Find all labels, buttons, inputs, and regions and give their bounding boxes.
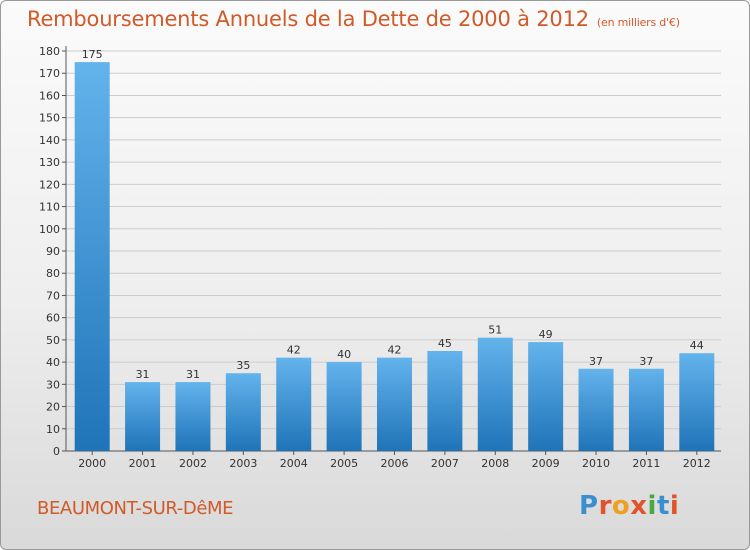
y-tick-label: 170 — [39, 67, 60, 80]
logo-letter: i — [669, 491, 680, 521]
bar-2009 — [528, 342, 564, 451]
logo-letter: i — [647, 491, 657, 521]
y-tick-label: 80 — [46, 267, 60, 280]
y-tick-label: 70 — [46, 289, 60, 302]
chart-title: Remboursements Annuels de la Dette de 20… — [27, 7, 680, 31]
bar-2001 — [125, 382, 161, 451]
y-tick-label: 30 — [46, 378, 60, 391]
y-tick-label: 0 — [53, 445, 60, 458]
x-tick-label: 2006 — [381, 457, 409, 470]
x-tick-label: 2009 — [532, 457, 560, 470]
y-tick-label: 150 — [39, 112, 60, 125]
data-label-2005: 40 — [337, 348, 351, 361]
y-tick-label: 160 — [39, 89, 60, 102]
logo-letter: o — [611, 491, 631, 521]
x-tick-label: 2007 — [431, 457, 459, 470]
data-label-2012: 44 — [690, 339, 704, 352]
bar-2005 — [326, 362, 362, 451]
bar-2008 — [477, 337, 513, 451]
logo-letter: r — [598, 491, 612, 521]
y-tick-label: 90 — [46, 245, 60, 258]
data-label-2011: 37 — [639, 355, 653, 368]
x-tick-label: 2011 — [632, 457, 660, 470]
data-label-2006: 42 — [388, 344, 402, 357]
bars — [74, 62, 715, 451]
town-name: BEAUMONT-SUR-DêME — [37, 498, 234, 519]
y-tick-label: 20 — [46, 401, 60, 414]
y-tick-label: 60 — [46, 312, 60, 325]
data-label-2000: 175 — [82, 48, 103, 61]
data-label-2009: 49 — [539, 328, 553, 341]
bar-2004 — [276, 357, 312, 451]
bar-2010 — [578, 368, 614, 451]
bar-2012 — [679, 353, 715, 451]
x-tick-label: 2001 — [129, 457, 157, 470]
x-tick-label: 2008 — [481, 457, 509, 470]
y-tick-label: 110 — [39, 201, 60, 214]
data-labels: 175 31 31 35 42 40 42 45 51 49 37 37 44 — [82, 48, 704, 381]
x-tick-label: 2005 — [330, 457, 358, 470]
axes: 0 10 20 30 40 50 60 70 80 90 100 110 120 130 140 150 160… — [39, 45, 721, 470]
y-tick-label: 100 — [39, 223, 60, 236]
y-tick-label: 50 — [46, 334, 60, 347]
proxiti-logo: Proxiti — [579, 491, 679, 521]
bar-2000 — [74, 62, 110, 451]
bar-2007 — [427, 351, 463, 451]
title-text: Remboursements Annuels de la Dette de 20… — [27, 7, 589, 31]
logo-letter: P — [579, 491, 599, 521]
data-label-2008: 51 — [488, 324, 502, 337]
x-tick-label: 2003 — [229, 457, 257, 470]
x-tick-label: 2004 — [280, 457, 308, 470]
logo-letter: t — [656, 491, 670, 521]
x-tick-label: 2000 — [78, 457, 106, 470]
bar-2011 — [628, 368, 664, 451]
data-label-2010: 37 — [589, 355, 603, 368]
data-label-2003: 35 — [236, 359, 250, 372]
data-label-2002: 31 — [186, 368, 200, 381]
y-tick-label: 120 — [39, 178, 60, 191]
bar-2003 — [225, 373, 261, 451]
bar-2002 — [175, 382, 211, 451]
logo-letter: x — [630, 491, 648, 521]
x-tick-label: 2012 — [683, 457, 711, 470]
y-tick-label: 40 — [46, 356, 60, 369]
x-tick-label: 2002 — [179, 457, 207, 470]
y-tick-label: 140 — [39, 134, 60, 147]
y-tick-label: 130 — [39, 156, 60, 169]
x-tick-label: 2010 — [582, 457, 610, 470]
y-tick-label: 180 — [39, 45, 60, 58]
data-label-2007: 45 — [438, 337, 452, 350]
data-label-2001: 31 — [136, 368, 150, 381]
y-tick-label: 10 — [46, 423, 60, 436]
data-label-2004: 42 — [287, 344, 301, 357]
bar-2006 — [377, 357, 412, 451]
chart-subtitle: (en milliers d'€) — [596, 16, 680, 29]
